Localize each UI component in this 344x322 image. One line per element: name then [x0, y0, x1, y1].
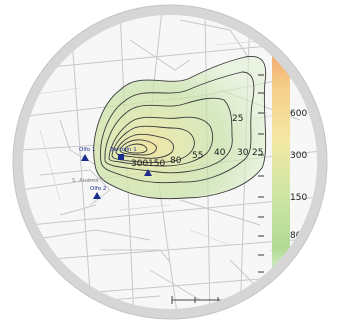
- contour-lines: [93, 55, 267, 200]
- site-marker-olfo-2[interactable]: Olfo 2: [90, 186, 106, 199]
- concentration-plume: [93, 56, 266, 199]
- legend-ticks: [258, 74, 264, 273]
- square-icon: [118, 154, 124, 160]
- contour-label: 80: [170, 156, 182, 166]
- triangle-icon: [81, 154, 89, 161]
- triangle-icon: [144, 169, 152, 176]
- contour-label: 25: [232, 114, 243, 124]
- contour-label: 55: [192, 151, 203, 161]
- contour-label: 30: [237, 148, 249, 158]
- legend-color-bar: [272, 46, 290, 284]
- contour-label: 150: [148, 159, 165, 169]
- site-label: Bertolin 1: [110, 147, 137, 153]
- legend-tick-label: 600: [290, 109, 307, 119]
- place-label: S. Andrea: [72, 178, 99, 184]
- legend-tick-label: 80: [290, 231, 302, 241]
- legend-tick-label: 300: [290, 151, 307, 161]
- legend: 600 300 150 80 5: [258, 46, 307, 284]
- lens-ring: [13, 5, 327, 319]
- site-label: Olfo 1: [79, 147, 95, 153]
- contour-label-group: 25 300 150 80 55 40 30 25: [131, 114, 263, 169]
- triangle-icon: [93, 192, 101, 199]
- site-label: Olfo 2: [90, 186, 106, 192]
- site-marker-olfo-1[interactable]: Olfo 1: [79, 147, 95, 161]
- contour-label: 40: [214, 148, 226, 158]
- lens-ring-outer: [12, 4, 328, 320]
- site-markers: Olfo 1 Bertolin 1 Olfo 2: [79, 147, 152, 199]
- contour-label: 300: [131, 159, 148, 169]
- site-marker-source[interactable]: [144, 169, 152, 176]
- site-marker-bertolin-1[interactable]: Bertolin 1: [110, 147, 137, 160]
- contour-label: 25: [252, 148, 263, 158]
- legend-tick-label: 150: [290, 193, 307, 203]
